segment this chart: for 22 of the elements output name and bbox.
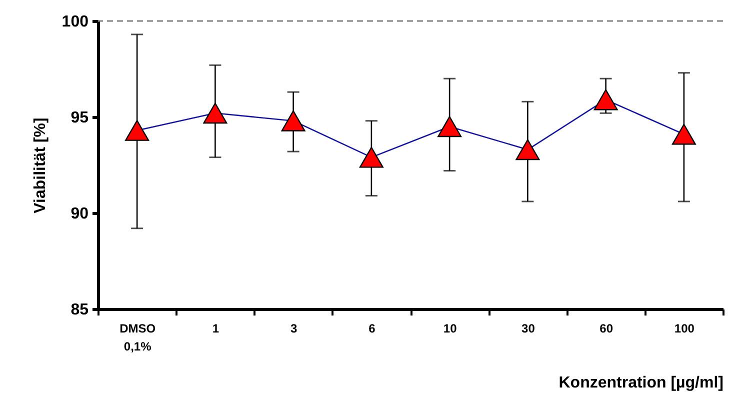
point — [359, 146, 384, 168]
x-tick-label: 3 — [290, 322, 298, 336]
y-tick-label: 95 — [70, 110, 89, 126]
x-tick-label: 1 — [212, 322, 220, 336]
point — [516, 139, 540, 160]
x-tick-label: DMSO 0,1% — [120, 322, 156, 354]
x-tick-label: 10 — [443, 322, 458, 336]
y-tick-label: 100 — [62, 14, 89, 30]
x-tick-label: 60 — [600, 322, 614, 336]
point — [594, 89, 618, 110]
y-axis-title: Viabilität [%] — [32, 118, 49, 214]
point — [438, 116, 462, 138]
x-axis-title: Konzentration [µg/ml] — [558, 374, 724, 392]
point — [672, 124, 696, 145]
x-tick-label: 30 — [522, 322, 536, 336]
point — [125, 120, 150, 141]
x-tick-label: 100 — [674, 322, 695, 336]
x-tick-label: 6 — [368, 322, 376, 336]
y-tick-label: 90 — [70, 206, 89, 222]
point — [203, 102, 228, 124]
y-tick-label: 85 — [70, 302, 89, 318]
point — [281, 110, 306, 132]
